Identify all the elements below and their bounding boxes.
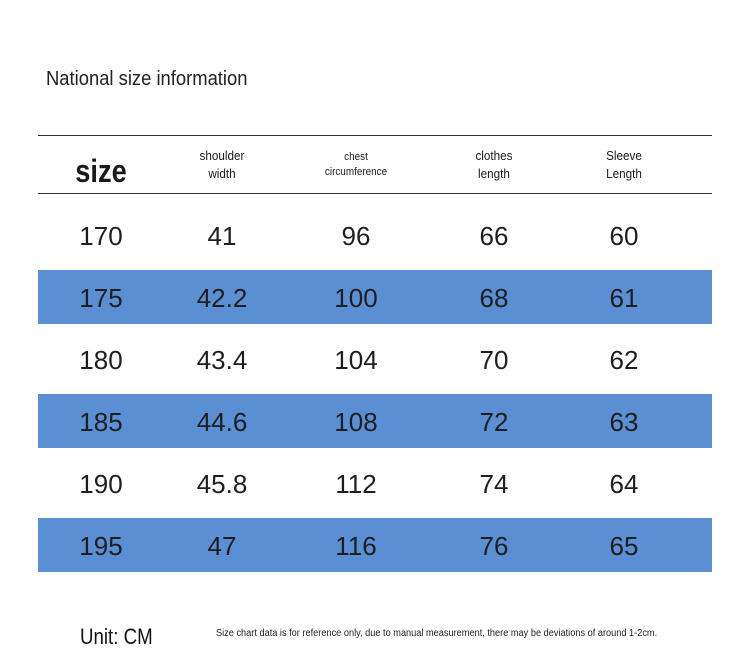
table-cell: 44.6 xyxy=(196,407,248,437)
table-cell: 104 xyxy=(334,345,378,375)
table-header: size shoulder width chest circumference clo… xyxy=(38,135,712,194)
column-header: clothes length xyxy=(475,147,513,181)
table-cell: 112 xyxy=(335,469,377,499)
table-cell: 185 xyxy=(79,407,123,437)
table-row: 195 47 116 76 65 xyxy=(38,504,712,572)
table-cell: 66 xyxy=(479,221,509,251)
page-title: National size information xyxy=(46,68,248,90)
table-cell: 100 xyxy=(334,283,378,313)
table-cell: 68 xyxy=(479,283,509,313)
unit-label: Unit: CM xyxy=(80,624,153,649)
table-cell: 76 xyxy=(479,531,509,561)
table-cell: 175 xyxy=(79,283,123,313)
table-row: 170 41 96 66 60 xyxy=(38,194,712,256)
table-cell: 42.2 xyxy=(196,283,248,313)
table-row: 180 43.4 104 70 62 xyxy=(38,318,712,380)
table-cell: 74 xyxy=(479,469,509,499)
size-table: size shoulder width chest circumference clo… xyxy=(38,135,712,572)
table-cell: 61 xyxy=(609,283,639,313)
table-cell: 116 xyxy=(335,531,377,561)
table-cell: 63 xyxy=(609,407,639,437)
table-cell: 190 xyxy=(79,469,123,499)
table-cell: 96 xyxy=(341,221,371,251)
table-row: 190 45.8 112 74 64 xyxy=(38,442,712,504)
column-header: size xyxy=(75,152,127,189)
table-cell: 41 xyxy=(207,221,237,251)
column-header: Sleeve Length xyxy=(606,147,642,181)
table-row: 175 42.2 100 68 61 xyxy=(38,256,712,324)
column-header: chest circumference xyxy=(324,150,388,178)
disclaimer-note: Size chart data is for reference only, d… xyxy=(216,628,658,639)
table-cell: 70 xyxy=(479,345,509,375)
table-cell: 60 xyxy=(609,221,639,251)
column-header: shoulder width xyxy=(199,147,245,181)
table-cell: 47 xyxy=(207,531,237,561)
table-cell: 65 xyxy=(609,531,639,561)
table-cell: 180 xyxy=(79,345,123,375)
table-cell: 43.4 xyxy=(196,345,248,375)
table-cell: 108 xyxy=(334,407,378,437)
table-cell: 62 xyxy=(609,345,639,375)
table-cell: 72 xyxy=(479,407,509,437)
table-cell: 45.8 xyxy=(196,469,248,499)
table-cell: 64 xyxy=(609,469,639,499)
table-row: 185 44.6 108 72 63 xyxy=(38,380,712,448)
table-cell: 195 xyxy=(79,531,123,561)
table-cell: 170 xyxy=(79,221,123,251)
table-body: 170 41 96 66 60 175 42.2 100 68 61 180 43.4 104 70 62 1… xyxy=(38,194,712,572)
